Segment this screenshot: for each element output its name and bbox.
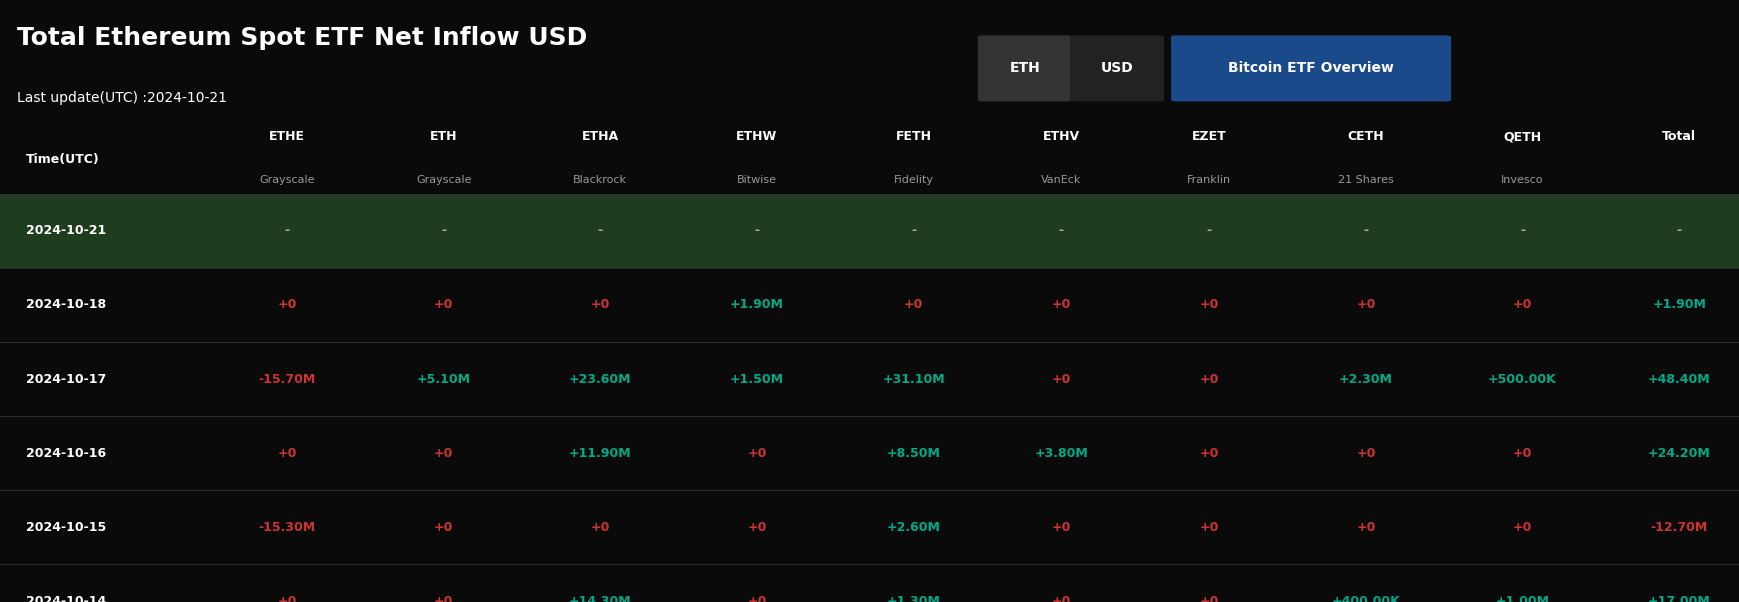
Text: +0: +0 <box>746 595 767 602</box>
Text: +11.90M: +11.90M <box>569 447 631 460</box>
Text: +0: +0 <box>1198 595 1219 602</box>
Text: Fidelity: Fidelity <box>894 175 932 185</box>
Text: -: - <box>755 225 758 237</box>
Text: ETHW: ETHW <box>736 130 777 143</box>
Text: 2024-10-17: 2024-10-17 <box>26 373 106 385</box>
Text: +17.00M: +17.00M <box>1647 595 1709 602</box>
Text: 2024-10-18: 2024-10-18 <box>26 299 106 311</box>
Text: -: - <box>1059 225 1063 237</box>
Text: +0: +0 <box>1198 521 1219 534</box>
Text: +0: +0 <box>277 595 297 602</box>
Text: +24.20M: +24.20M <box>1647 447 1709 460</box>
Text: +3.80M: +3.80M <box>1035 447 1087 460</box>
Text: +0: +0 <box>277 447 297 460</box>
Text: +23.60M: +23.60M <box>569 373 631 385</box>
Text: FETH: FETH <box>896 130 930 143</box>
Text: +0: +0 <box>277 299 297 311</box>
Text: +0: +0 <box>1355 447 1376 460</box>
Text: +1.90M: +1.90M <box>1652 299 1704 311</box>
Text: +0: +0 <box>433 299 454 311</box>
Text: -15.70M: -15.70M <box>259 373 315 385</box>
Text: +1.50M: +1.50M <box>729 373 784 385</box>
Text: Bitwise: Bitwise <box>737 175 776 185</box>
Text: +2.30M: +2.30M <box>1339 373 1391 385</box>
Text: +0: +0 <box>433 447 454 460</box>
Text: CETH: CETH <box>1346 130 1384 143</box>
Text: USD: USD <box>1101 61 1132 75</box>
Text: +0: +0 <box>1511 447 1532 460</box>
Text: Blackrock: Blackrock <box>572 175 628 185</box>
Text: +1.00M: +1.00M <box>1494 595 1549 602</box>
Text: +8.50M: +8.50M <box>887 447 939 460</box>
Text: -: - <box>285 225 289 237</box>
Text: Last update(UTC) :2024-10-21: Last update(UTC) :2024-10-21 <box>17 91 228 105</box>
Text: +0: +0 <box>1050 521 1071 534</box>
Text: +0: +0 <box>746 521 767 534</box>
Text: +2.60M: +2.60M <box>887 521 939 534</box>
Text: +0: +0 <box>1198 373 1219 385</box>
Text: +0: +0 <box>590 299 610 311</box>
Text: Grayscale: Grayscale <box>259 175 315 185</box>
Text: +0: +0 <box>746 447 767 460</box>
Text: -: - <box>1676 225 1680 237</box>
Bar <box>0 194 1739 268</box>
Text: +5.10M: +5.10M <box>416 373 471 385</box>
Text: +0: +0 <box>433 595 454 602</box>
Text: +1.90M: +1.90M <box>730 299 783 311</box>
Text: ETHE: ETHE <box>270 130 304 143</box>
Text: 21 Shares: 21 Shares <box>1337 175 1393 185</box>
Text: -: - <box>1207 225 1210 237</box>
Text: +31.10M: +31.10M <box>882 373 944 385</box>
Text: ETHV: ETHV <box>1042 130 1080 143</box>
Text: -15.30M: -15.30M <box>259 521 315 534</box>
FancyBboxPatch shape <box>977 36 1071 102</box>
Text: +14.30M: +14.30M <box>569 595 631 602</box>
Text: 2024-10-21: 2024-10-21 <box>26 225 106 237</box>
Text: +0: +0 <box>903 299 923 311</box>
Text: +0: +0 <box>1511 299 1532 311</box>
Text: +0: +0 <box>1050 595 1071 602</box>
Text: +0: +0 <box>1355 299 1376 311</box>
Text: +48.40M: +48.40M <box>1647 373 1709 385</box>
Text: ETH: ETH <box>430 130 457 143</box>
Text: Invesco: Invesco <box>1501 175 1542 185</box>
Text: 2024-10-16: 2024-10-16 <box>26 447 106 460</box>
Text: +0: +0 <box>590 521 610 534</box>
FancyBboxPatch shape <box>1069 36 1163 102</box>
Text: Time(UTC): Time(UTC) <box>26 153 99 166</box>
Text: 2024-10-15: 2024-10-15 <box>26 521 106 534</box>
Text: -: - <box>442 225 445 237</box>
Text: 2024-10-14: 2024-10-14 <box>26 595 106 602</box>
Text: ETHA: ETHA <box>581 130 619 143</box>
Text: +400.00K: +400.00K <box>1330 595 1400 602</box>
Text: +0: +0 <box>1050 299 1071 311</box>
Text: +0: +0 <box>433 521 454 534</box>
Text: VanEck: VanEck <box>1040 175 1082 185</box>
Text: +1.30M: +1.30M <box>887 595 939 602</box>
Text: +0: +0 <box>1198 299 1219 311</box>
Text: -: - <box>1520 225 1523 237</box>
Text: QETH: QETH <box>1502 130 1541 143</box>
Text: ETH: ETH <box>1009 61 1040 75</box>
Text: +0: +0 <box>1050 373 1071 385</box>
Text: Bitcoin ETF Overview: Bitcoin ETF Overview <box>1228 61 1393 75</box>
Text: -: - <box>1363 225 1367 237</box>
Text: +0: +0 <box>1511 521 1532 534</box>
FancyBboxPatch shape <box>1170 36 1450 102</box>
Text: -12.70M: -12.70M <box>1650 521 1706 534</box>
Text: -: - <box>598 225 602 237</box>
Text: Grayscale: Grayscale <box>416 175 471 185</box>
Text: -: - <box>911 225 915 237</box>
Text: EZET: EZET <box>1191 130 1226 143</box>
Text: Total: Total <box>1661 130 1696 143</box>
Text: +0: +0 <box>1355 521 1376 534</box>
Text: Total Ethereum Spot ETF Net Inflow USD: Total Ethereum Spot ETF Net Inflow USD <box>17 26 588 49</box>
Text: +0: +0 <box>1198 447 1219 460</box>
Text: Franklin: Franklin <box>1186 175 1231 185</box>
Text: +500.00K: +500.00K <box>1487 373 1556 385</box>
